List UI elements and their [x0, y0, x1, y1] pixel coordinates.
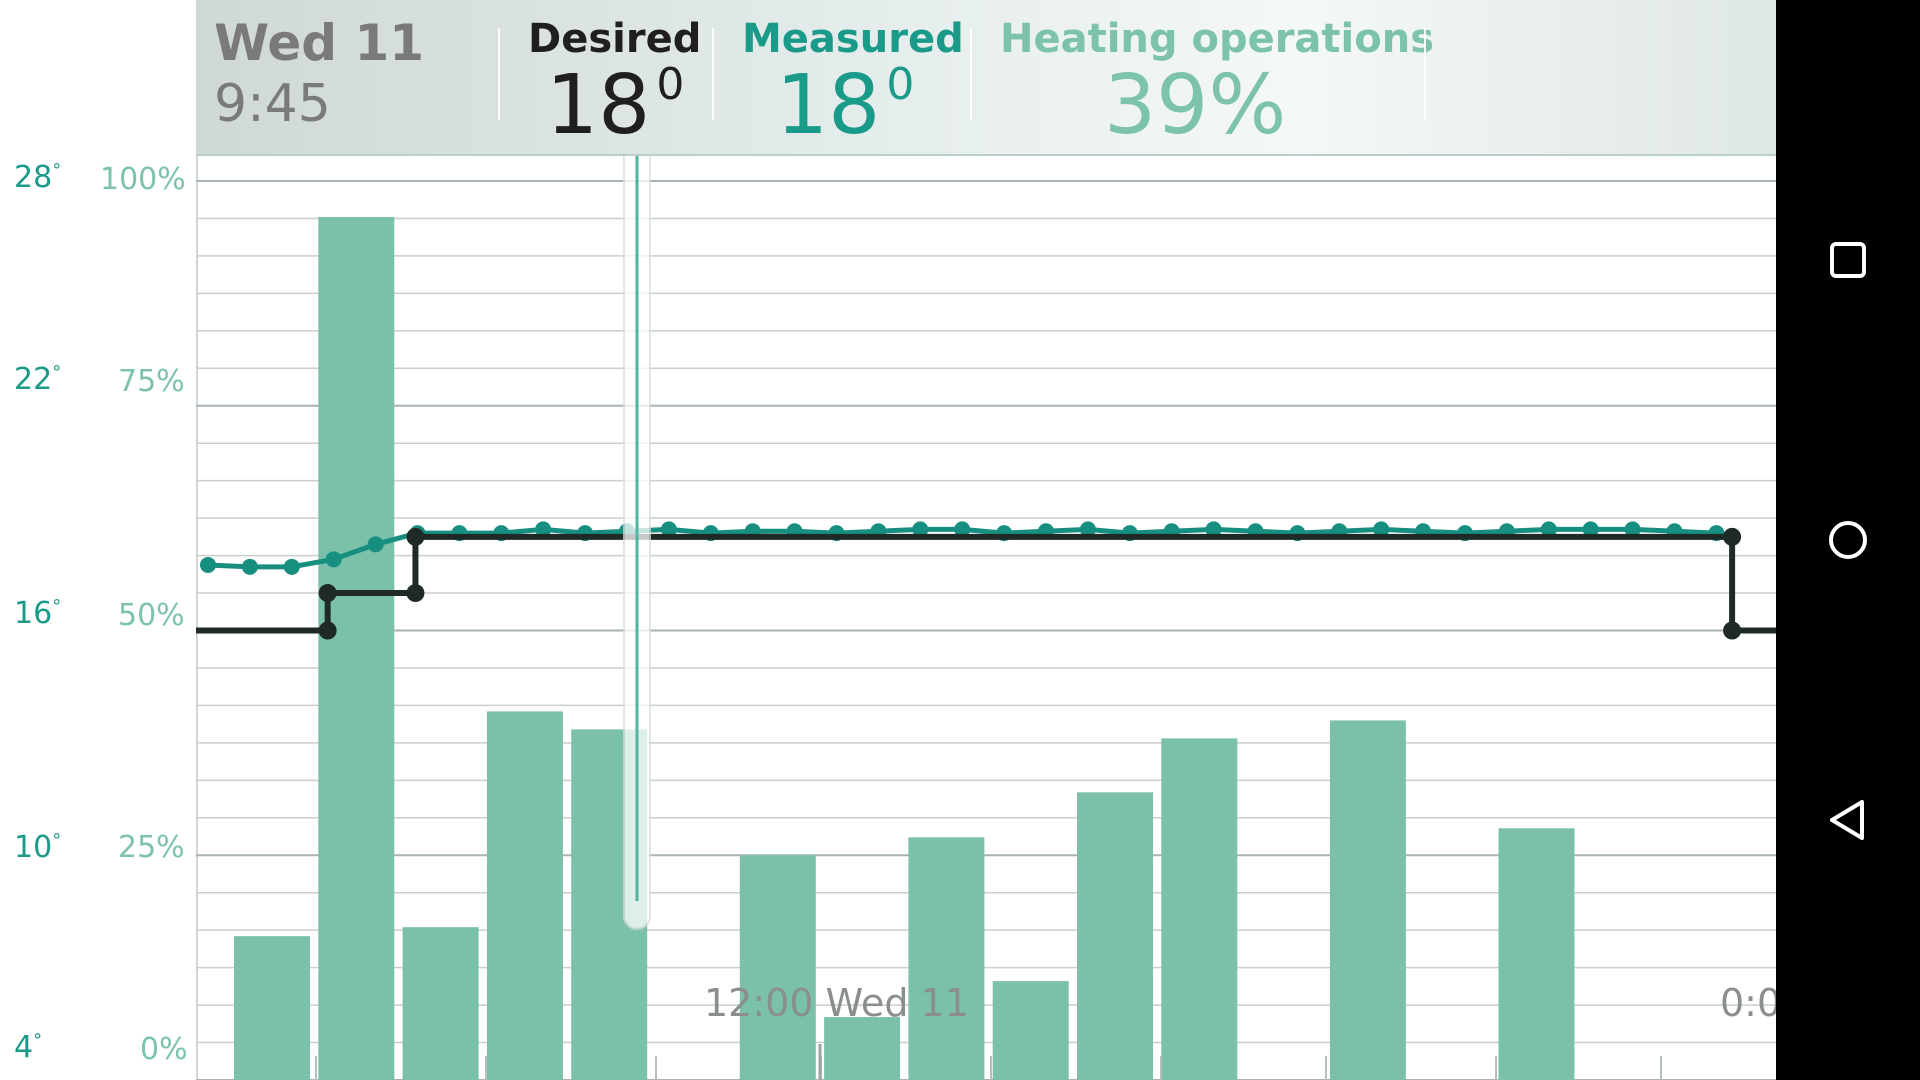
- measured-point: [1540, 521, 1557, 538]
- system-nav-bar: [1776, 0, 1920, 1080]
- temp-tick-16: 16°: [14, 596, 62, 631]
- desired-point: [1723, 527, 1742, 546]
- heating-bar: [318, 216, 395, 1080]
- heating-bar: [486, 711, 563, 1080]
- measured-point: [954, 521, 971, 538]
- desired-point: [318, 584, 337, 603]
- recents-button[interactable]: [1818, 230, 1878, 290]
- desired-point: [318, 621, 337, 640]
- percent-tick-75: 75%: [118, 364, 185, 399]
- heating-bar: [992, 981, 1069, 1080]
- header-time: 9:45: [214, 74, 331, 134]
- percent-tick-25: 25%: [118, 830, 185, 865]
- heating-bar: [402, 927, 479, 1080]
- header-divider: [712, 28, 714, 120]
- header-divider: [1424, 28, 1426, 120]
- measured-point: [325, 551, 342, 568]
- chart-canvas: 12:00 Wed 11 0:0: [196, 156, 1776, 1080]
- back-button[interactable]: [1818, 790, 1878, 850]
- measured-point: [1624, 521, 1641, 538]
- heating-value: 39%: [1104, 58, 1287, 153]
- percent-tick-100: 100%: [100, 162, 186, 197]
- desired-temperature-line: [196, 533, 1776, 634]
- measured-value: 18 0: [776, 58, 915, 153]
- measured-point: [912, 521, 929, 538]
- y-axis-panel: 28° 22° 16° 10° 4° 100% 75% 50% 25% 0%: [0, 0, 196, 1080]
- measured-label: Measured: [742, 16, 964, 62]
- heating-bar: [1077, 792, 1153, 1080]
- heating-bar: [824, 1017, 901, 1080]
- heating-bar: [1161, 738, 1238, 1080]
- square-icon: [1830, 242, 1866, 278]
- measured-point: [1373, 521, 1390, 538]
- home-button[interactable]: [1818, 510, 1878, 570]
- measured-point: [1079, 521, 1096, 538]
- percent-tick-0: 0%: [140, 1032, 188, 1067]
- measured-point: [283, 558, 300, 575]
- heating-chart[interactable]: 12:00 Wed 11 0:0: [196, 156, 1776, 1080]
- triangle-back-icon: [1830, 800, 1864, 840]
- heating-bar: [739, 855, 816, 1080]
- measured-point: [1582, 521, 1599, 538]
- temp-tick-4: 4°: [14, 1030, 43, 1065]
- header-divider: [970, 28, 972, 120]
- desired-point: [1723, 621, 1742, 640]
- x-tick-label: 12:00 Wed 11: [704, 981, 969, 1025]
- desired-point: [406, 527, 425, 546]
- temp-tick-22: 22°: [14, 362, 62, 397]
- heating-label: Heating operations: [1000, 16, 1435, 62]
- header-day: Wed 11: [214, 14, 425, 72]
- heating-bar: [234, 936, 310, 1080]
- header-divider: [498, 28, 500, 120]
- temp-tick-10: 10°: [14, 830, 62, 865]
- measured-point: [241, 558, 258, 575]
- percent-tick-50: 50%: [118, 598, 185, 633]
- measured-point: [200, 556, 216, 573]
- desired-value: 18 0: [546, 58, 685, 153]
- summary-header: Wed 11 9:45 Desired 18 0 Measured 18 0 Hea…: [196, 0, 1776, 156]
- measured-point: [1205, 521, 1222, 538]
- heating-bar: [908, 837, 985, 1080]
- circle-icon: [1829, 521, 1867, 559]
- temp-tick-28: 28°: [14, 160, 62, 195]
- heating-bar: [1329, 720, 1406, 1080]
- measured-point: [367, 536, 384, 553]
- heating-bar: [1498, 828, 1575, 1080]
- desired-point: [406, 584, 425, 603]
- measured-point: [535, 521, 552, 538]
- desired-label: Desired: [528, 16, 702, 62]
- x-tick-label: 0:0: [1720, 981, 1776, 1025]
- measured-point: [660, 521, 677, 538]
